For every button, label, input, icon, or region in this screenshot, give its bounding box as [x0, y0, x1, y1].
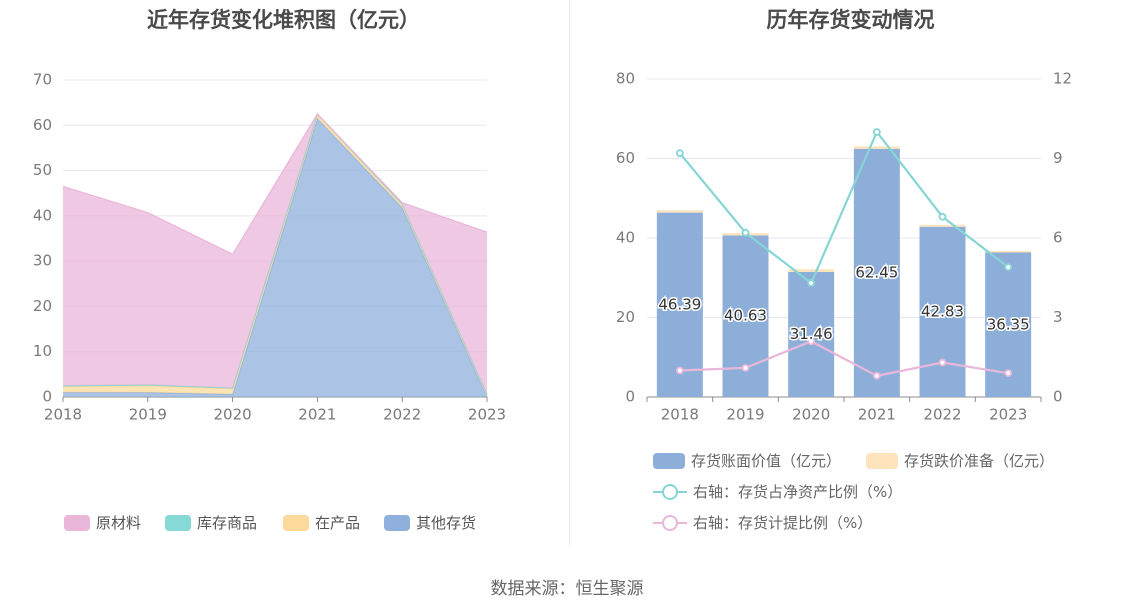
line-point: [741, 228, 750, 237]
y2-tick-label: 12: [1053, 70, 1072, 88]
legend-label: 库存商品: [197, 514, 258, 532]
right-chart-title: 历年存货变动情况: [766, 8, 935, 32]
legend-swatch: [653, 452, 685, 469]
y2-tick-label: 6: [1053, 229, 1063, 247]
y2-tick-label: 3: [1053, 308, 1063, 326]
y-tick-label: 40: [616, 229, 635, 247]
y-tick-label: 20: [33, 297, 52, 315]
x-tick-label: 2023: [989, 406, 1027, 424]
inventory-stacked-area-chart: 近年存货变化堆积图（亿元） 0 10 20 30 40 50 60 70 2018 2019 202…: [0, 0, 567, 545]
line-point: [1004, 369, 1013, 378]
line-point: [807, 337, 816, 346]
x-tick-label: 2019: [726, 406, 764, 424]
legend-swatch: [653, 514, 687, 531]
x-tick-label: 2020: [214, 406, 252, 424]
bar-provision: [788, 269, 835, 272]
y-tick-label: 60: [616, 149, 635, 167]
y2-tick-label: 0: [1053, 388, 1063, 406]
y-tick-label: 40: [33, 206, 52, 224]
legend-swatch: [653, 483, 687, 500]
area-原材料: [63, 113, 487, 395]
legend-label: 其他存货: [416, 514, 477, 532]
y-tick-label: 60: [33, 116, 52, 134]
bar-book-value: [656, 212, 703, 397]
line-point: [741, 363, 750, 372]
line-net-asset-ratio: [678, 129, 1009, 285]
x-tick-label: 2018: [44, 406, 82, 424]
bar-provision: [853, 146, 900, 149]
line-point: [938, 212, 947, 221]
y-tick-label: 30: [33, 252, 52, 270]
area-edge-原材料: [62, 112, 488, 256]
line-point: [807, 279, 816, 287]
line-point: [872, 128, 881, 136]
bar-data-label: 31.46: [790, 325, 833, 343]
y-tick-label: 80: [616, 70, 635, 88]
inventory-bar-line-chart: 历年存货变动情况 0 20 40 60 80 0 3 6 9 12 2018 2019 2020 2021…: [567, 0, 1134, 545]
legend-item[interactable]: 库存商品: [165, 512, 257, 533]
legend-label: 右轴：存货计提比例（%）: [693, 514, 873, 532]
legend-swatch: [283, 514, 309, 531]
bar-provision: [656, 210, 703, 213]
legend-label: 右轴：存货占净资产比例（%）: [693, 483, 903, 501]
legend-label: 存货跌价准备（亿元）: [904, 452, 1055, 470]
legend-item[interactable]: 存货跌价准备（亿元）: [866, 450, 1054, 471]
legend-item[interactable]: 存货账面价值（亿元）: [653, 450, 841, 471]
y-tick-label: 50: [33, 161, 52, 179]
x-tick-label: 2018: [661, 406, 699, 424]
line-point: [675, 149, 684, 158]
legend-swatch: [64, 514, 90, 531]
data-source-label: 数据来源：恒生聚源: [490, 579, 644, 599]
line-point: [938, 358, 947, 367]
right-chart-canvas: 0 20 40 60 80 0 3 6 9 12 2018 2019 2020 2021 2022 2023 4…: [616, 70, 1072, 424]
left-chart-title: 近年存货变化堆积图（亿元）: [147, 8, 420, 32]
legend-item[interactable]: 其他存货: [384, 512, 476, 533]
legend-item[interactable]: 原材料: [64, 512, 141, 533]
y-tick-label: 0: [625, 388, 635, 406]
legend-item[interactable]: 在产品: [283, 512, 360, 533]
legend-label: 在产品: [315, 514, 361, 532]
bar-book-value: [919, 226, 966, 397]
y-tick-label: 0: [42, 388, 52, 406]
bar-provision: [985, 250, 1032, 253]
x-tick-label: 2021: [298, 406, 336, 424]
legend-item[interactable]: 右轴：存货计提比例（%）: [653, 512, 872, 533]
x-tick-label: 2022: [383, 406, 421, 424]
line-point: [1004, 263, 1013, 272]
y2-tick-label: 9: [1053, 149, 1063, 167]
legend-swatch: [165, 514, 191, 531]
line-point: [872, 371, 881, 380]
legend-label: 存货账面价值（亿元）: [691, 452, 842, 470]
x-tick-label: 2021: [858, 406, 896, 424]
y-tick-label: 20: [616, 308, 635, 326]
bar-book-value: [853, 148, 900, 397]
area-在产品: [63, 114, 487, 398]
x-tick-label: 2022: [923, 406, 961, 424]
bar-data-label: 40.63: [724, 307, 767, 325]
bar-data-label: 46.39: [658, 295, 701, 313]
left-chart-canvas: 0 10 20 30 40 50 60 70 2018 2019 2020 2021 2022 2023: [33, 71, 506, 424]
bar-book-value: [788, 271, 835, 397]
bar-data-label: 36.35: [987, 315, 1030, 333]
x-tick-label: 2020: [792, 406, 830, 424]
legend-item[interactable]: 右轴：存货占净资产比例（%）: [653, 481, 902, 502]
x-tick-label: 2019: [129, 406, 167, 424]
y-tick-label: 10: [33, 342, 52, 360]
line-point: [675, 366, 684, 375]
panel-divider: [569, 0, 570, 545]
bar-data-label: 42.83: [921, 302, 964, 320]
bar-data-label: 62.45: [855, 263, 898, 281]
legend-swatch: [866, 452, 898, 469]
y-tick-label: 70: [33, 71, 52, 89]
bar-provision: [919, 224, 966, 227]
x-tick-label: 2023: [468, 406, 506, 424]
legend-swatch: [384, 514, 410, 531]
legend-label: 原材料: [96, 514, 142, 532]
line-provision-ratio: [679, 340, 1009, 377]
